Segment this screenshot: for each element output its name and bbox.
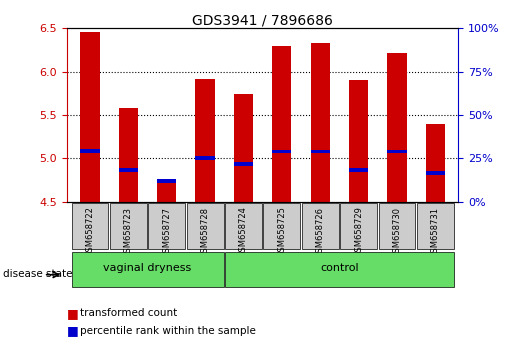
- FancyBboxPatch shape: [110, 203, 147, 249]
- Bar: [426, 124, 445, 202]
- FancyBboxPatch shape: [302, 203, 339, 249]
- Bar: [311, 149, 330, 153]
- FancyBboxPatch shape: [186, 203, 224, 249]
- Text: disease state: disease state: [3, 269, 72, 279]
- Bar: [196, 156, 215, 160]
- FancyBboxPatch shape: [225, 251, 454, 287]
- Text: GSM658728: GSM658728: [200, 207, 210, 258]
- Text: GSM658726: GSM658726: [316, 207, 325, 258]
- FancyBboxPatch shape: [72, 203, 108, 249]
- Bar: [119, 108, 138, 202]
- FancyBboxPatch shape: [263, 203, 300, 249]
- Bar: [349, 168, 368, 172]
- Text: ■: ■: [67, 307, 79, 320]
- FancyBboxPatch shape: [225, 203, 262, 249]
- Text: vaginal dryness: vaginal dryness: [104, 263, 192, 273]
- Bar: [234, 94, 253, 202]
- Bar: [387, 149, 406, 153]
- Bar: [272, 149, 291, 153]
- Bar: [196, 79, 215, 202]
- Text: control: control: [320, 263, 359, 273]
- Text: transformed count: transformed count: [80, 308, 177, 318]
- Text: GSM658725: GSM658725: [278, 207, 286, 257]
- Bar: [119, 168, 138, 172]
- Title: GDS3941 / 7896686: GDS3941 / 7896686: [192, 13, 333, 27]
- Text: percentile rank within the sample: percentile rank within the sample: [80, 326, 256, 336]
- Text: GSM658730: GSM658730: [392, 207, 402, 258]
- Bar: [387, 53, 406, 202]
- FancyBboxPatch shape: [72, 251, 224, 287]
- Text: GSM658723: GSM658723: [124, 207, 133, 258]
- Text: GSM658727: GSM658727: [162, 207, 171, 258]
- Bar: [272, 46, 291, 202]
- Bar: [80, 149, 99, 153]
- FancyBboxPatch shape: [148, 203, 185, 249]
- FancyBboxPatch shape: [417, 203, 454, 249]
- Text: GSM658729: GSM658729: [354, 207, 363, 257]
- Bar: [311, 43, 330, 202]
- FancyBboxPatch shape: [340, 203, 377, 249]
- Text: GSM658724: GSM658724: [239, 207, 248, 257]
- Bar: [426, 171, 445, 175]
- FancyBboxPatch shape: [379, 203, 416, 249]
- Text: GSM658731: GSM658731: [431, 207, 440, 258]
- Bar: [349, 80, 368, 202]
- Bar: [80, 32, 99, 202]
- Text: ■: ■: [67, 325, 79, 337]
- Bar: [157, 179, 176, 183]
- Bar: [234, 162, 253, 166]
- Bar: [157, 183, 176, 202]
- Text: GSM658722: GSM658722: [85, 207, 94, 257]
